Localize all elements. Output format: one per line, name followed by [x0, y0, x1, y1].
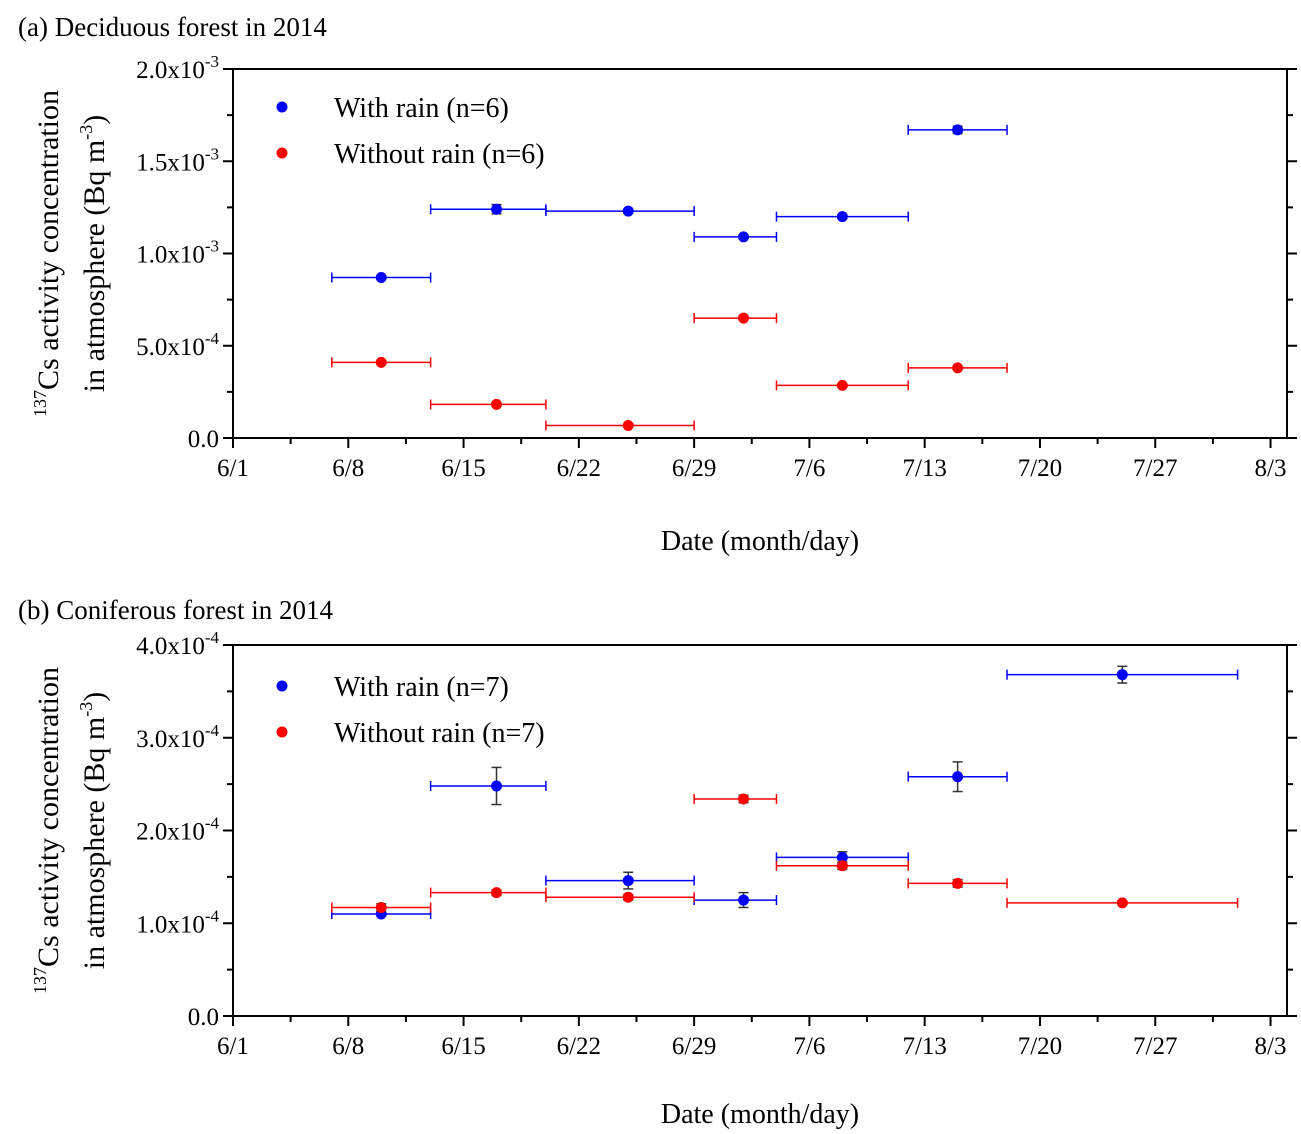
y-tick-label: 0.0: [188, 1004, 219, 1031]
x-tick-label: 6/1: [217, 455, 249, 482]
data-point: [738, 231, 750, 243]
x-tick-label: 6/22: [557, 455, 601, 482]
x-tick-label: 7/27: [1133, 455, 1177, 482]
panel-title: (b) Coniferous forest in 2014: [18, 595, 333, 625]
y-axis-label-line1: 137Cs activity concentration: [30, 667, 65, 994]
data-point: [836, 379, 848, 391]
data-point: [375, 356, 387, 368]
data-point: [738, 793, 750, 805]
data-point: [622, 875, 634, 887]
x-tick-label: 6/8: [332, 455, 364, 482]
legend-label: With rain (n=7): [334, 672, 509, 703]
legend-marker: [276, 147, 288, 159]
legend-marker: [276, 680, 288, 692]
data-point: [952, 124, 964, 136]
x-tick-label: 6/15: [441, 1033, 485, 1060]
data-point: [1116, 669, 1128, 681]
panel-title: (a) Deciduous forest in 2014: [18, 12, 327, 42]
x-tick-label: 7/27: [1133, 1033, 1177, 1060]
data-point: [1116, 897, 1128, 909]
x-tick-label: 8/3: [1255, 455, 1287, 482]
y-tick-label: 5.0x10-4: [136, 329, 219, 361]
x-tick-label: 6/29: [672, 1033, 716, 1060]
y-axis-label-line2: in atmosphere (Bq m-3): [76, 692, 111, 969]
data-point: [836, 860, 848, 872]
data-point: [738, 312, 750, 324]
y-tick-label: 4.0x10-4: [136, 628, 219, 660]
x-tick-label: 7/6: [793, 455, 825, 482]
data-point: [836, 851, 848, 863]
x-tick-label: 6/29: [672, 455, 716, 482]
chart-panel-a: (a) Deciduous forest in 2014 6/1 6/8 6/15 6/…: [18, 12, 1297, 557]
data-point: [375, 271, 387, 283]
legend-marker: [276, 101, 288, 113]
x-tick-label: 7/6: [793, 1033, 825, 1060]
legend-marker: [276, 726, 288, 738]
series-without-rain: [331, 793, 1239, 913]
data-point: [491, 398, 502, 410]
data-point: [952, 771, 964, 783]
x-tick-label: 7/20: [1018, 1033, 1062, 1060]
chart-panel-b: (b) Coniferous forest in 2014 6/1 6/8 6/15 6…: [18, 595, 1297, 1130]
data-point: [622, 205, 634, 217]
y-tick-label: 2.0x10-4: [136, 814, 219, 846]
data-point: [491, 203, 502, 215]
y-axis-label-line2: in atmosphere (Bq m-3): [76, 115, 111, 392]
y-axis-label-line1: 137Cs activity concentration: [30, 90, 65, 417]
x-tick-label: 6/15: [441, 455, 485, 482]
x-tick-label: 6/1: [217, 1033, 249, 1060]
y-tick-label: 0.0: [188, 426, 219, 453]
data-point: [952, 877, 964, 889]
data-point: [622, 419, 634, 431]
series-without-rain: [331, 312, 1008, 431]
series-with-rain: [331, 665, 1239, 920]
legend-label: Without rain (n=7): [334, 718, 545, 749]
data-point: [738, 894, 750, 906]
data-point: [952, 362, 964, 374]
legend-label: Without rain (n=6): [334, 139, 545, 170]
y-tick-label: 3.0x10-4: [136, 721, 219, 753]
x-tick-label: 7/13: [902, 1033, 946, 1060]
x-tick-label: 6/22: [557, 1033, 601, 1060]
x-tick-label: 7/13: [902, 455, 946, 482]
y-tick-label: 1.0x10-4: [136, 906, 219, 938]
y-tick-label: 2.0x10-3: [136, 52, 219, 84]
data-point: [375, 901, 387, 913]
x-tick-label: 7/20: [1018, 455, 1062, 482]
y-tick-label: 1.0x10-3: [136, 237, 219, 269]
x-tick-label: 8/3: [1255, 1033, 1287, 1060]
legend-label: With rain (n=6): [334, 93, 509, 124]
data-point: [836, 211, 848, 223]
x-axis-label: Date (month/day): [661, 526, 859, 557]
data-point: [622, 891, 634, 903]
x-axis-label: Date (month/day): [661, 1099, 859, 1130]
plot-frame: [232, 68, 1288, 439]
x-tick-label: 6/8: [332, 1033, 364, 1060]
y-tick-label: 1.5x10-3: [136, 144, 219, 176]
data-point: [491, 780, 502, 792]
series-with-rain: [331, 124, 1008, 283]
data-point: [491, 887, 502, 899]
